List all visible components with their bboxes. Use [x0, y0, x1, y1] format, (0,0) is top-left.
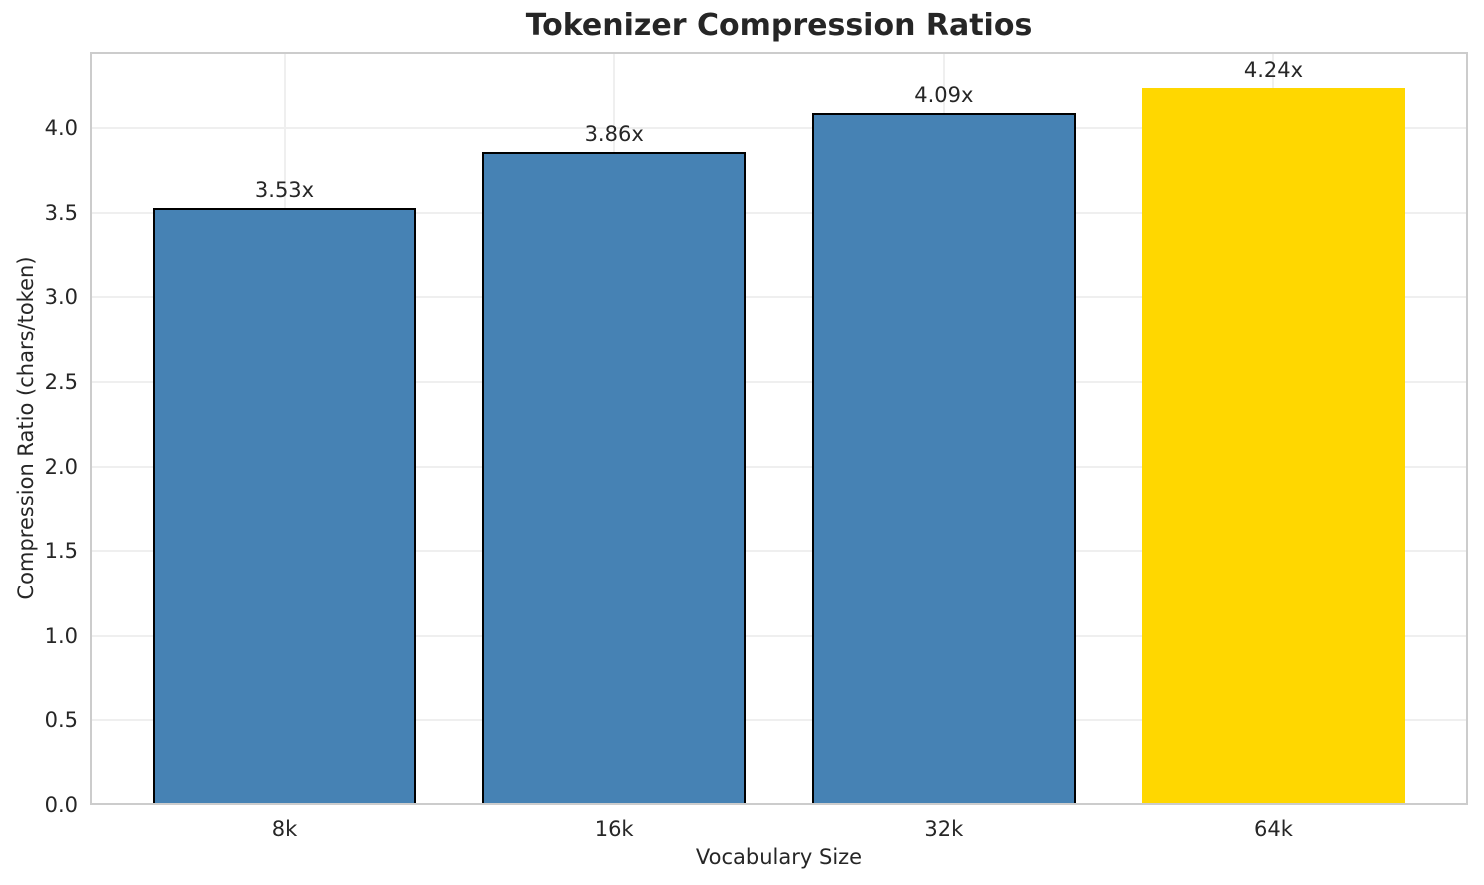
y-tick-label: 0.5 [44, 708, 78, 733]
bar-value-label: 3.86x [584, 121, 644, 146]
x-tick-label: 64k [1254, 817, 1293, 841]
gridline-horizontal [90, 127, 1468, 130]
y-tick-label: 1.0 [44, 623, 78, 648]
plot-area: 3.53x 3.86x 4.09x 4.24x [90, 52, 1468, 805]
x-tick-label: 16k [594, 817, 634, 841]
y-tick-label: 2.5 [44, 369, 78, 394]
gridline-horizontal [90, 719, 1468, 722]
y-tick-label: 1.5 [44, 539, 78, 564]
bar-16k [482, 151, 747, 805]
bar-value-label: 4.24x [1243, 57, 1304, 82]
chart-title: Tokenizer Compression Ratios [525, 8, 1033, 43]
gridline-horizontal [90, 211, 1468, 214]
gridline-horizontal [90, 465, 1468, 468]
x-axis-label: Vocabulary Size [695, 845, 863, 869]
y-tick-label: 0.0 [44, 793, 78, 817]
y-tick-label: 3.5 [44, 200, 78, 225]
gridline-horizontal [90, 296, 1468, 299]
x-tick-label: 32k [924, 817, 964, 841]
bar-value-label: 4.09x [914, 82, 974, 107]
gridline-horizontal [90, 550, 1468, 553]
x-tick-label: 8k [271, 817, 298, 841]
y-tick-label: 3.0 [44, 285, 78, 310]
gridline-horizontal [90, 634, 1468, 637]
bar-value-label: 3.53x [254, 177, 315, 202]
bar-8k [152, 207, 417, 805]
y-tick-label: 2.0 [44, 454, 78, 479]
bar-64k [1141, 87, 1406, 805]
gridline-horizontal [90, 380, 1468, 383]
bar-32k [811, 112, 1076, 805]
y-tick-label: 4.0 [44, 116, 78, 141]
y-axis-label: Compression Ratio (chars/token) [14, 256, 38, 600]
